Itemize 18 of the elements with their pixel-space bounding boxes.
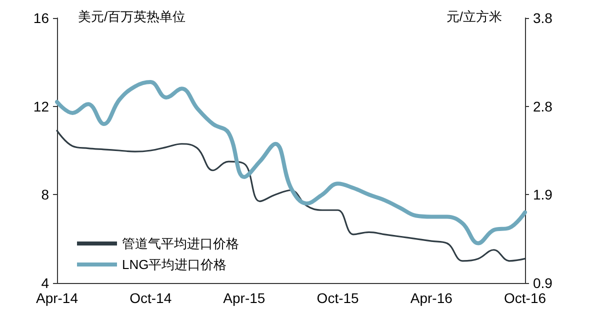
y2-axis-title: 元/立方米 (446, 9, 502, 24)
y-tick-label: 4 (41, 275, 50, 291)
y2-tick-label: 0.9 (533, 275, 553, 291)
x-tick-label: Apr-16 (410, 290, 453, 306)
x-tick-label: Oct-15 (316, 290, 360, 306)
y-axis-title: 美元/百万英热单位 (78, 9, 186, 24)
legend-label: 管道气平均进口价格 (122, 236, 239, 251)
y-tick-label: 8 (41, 186, 50, 203)
x-tick-label: Oct-14 (130, 290, 172, 306)
x-tick-label: Apr-15 (223, 290, 266, 306)
y-tick-label: 16 (33, 10, 50, 26)
y2-tick-label: 2.8 (533, 98, 553, 114)
y-tick-label: 12 (33, 98, 50, 114)
y2-tick-label: 3.8 (533, 10, 553, 26)
legend-label: LNG平均进口价格 (122, 257, 227, 272)
x-tick-label: Oct-16 (504, 290, 546, 306)
y2-tick-label: 1.9 (533, 186, 553, 203)
x-tick-label: Apr-14 (36, 290, 78, 306)
